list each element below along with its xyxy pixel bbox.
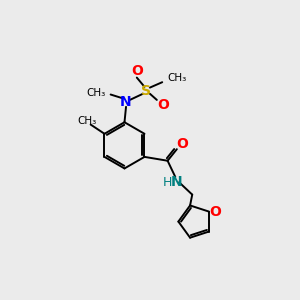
Text: H: H — [163, 176, 172, 189]
Text: O: O — [157, 98, 169, 112]
Text: CH₃: CH₃ — [87, 88, 106, 98]
Text: N: N — [120, 95, 132, 109]
Text: O: O — [209, 205, 221, 219]
Text: S: S — [141, 84, 151, 98]
Text: O: O — [131, 64, 143, 78]
Text: CH₃: CH₃ — [77, 116, 96, 127]
Text: O: O — [176, 137, 188, 151]
Text: N: N — [171, 175, 183, 189]
Text: CH₃: CH₃ — [168, 73, 187, 82]
